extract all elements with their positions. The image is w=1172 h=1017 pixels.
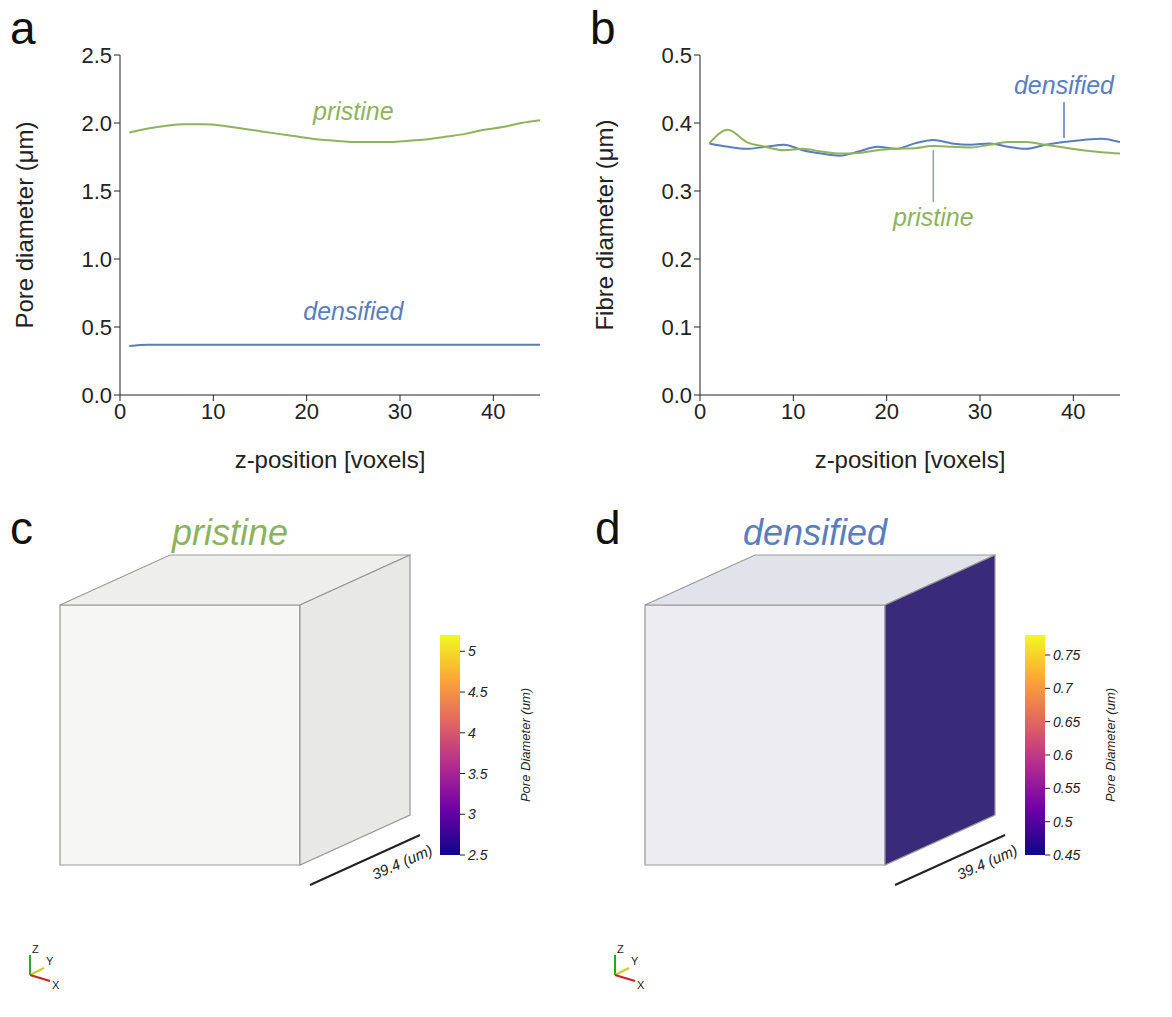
- svg-text:0.5: 0.5: [81, 315, 112, 340]
- svg-text:0.0: 0.0: [81, 383, 112, 408]
- svg-text:0.65: 0.65: [1053, 714, 1080, 730]
- svg-text:0.5: 0.5: [661, 43, 692, 68]
- svg-text:2.0: 2.0: [81, 111, 112, 136]
- svg-text:Z: Z: [32, 943, 39, 955]
- svg-text:0.5: 0.5: [1053, 814, 1073, 830]
- svg-text:3.5: 3.5: [468, 766, 488, 782]
- svg-text:0.7: 0.7: [1053, 680, 1074, 696]
- svg-text:0.0: 0.0: [661, 383, 692, 408]
- svg-text:40: 40: [1061, 399, 1085, 424]
- svg-text:40: 40: [481, 399, 505, 424]
- svg-text:0.45: 0.45: [1053, 847, 1080, 863]
- svg-text:20: 20: [874, 399, 898, 424]
- svg-text:densified: densified: [1014, 71, 1115, 99]
- svg-text:z-position [voxels]: z-position [voxels]: [235, 446, 426, 473]
- svg-text:X: X: [52, 979, 60, 991]
- svg-text:Z: Z: [617, 943, 624, 955]
- svg-text:Pore diameter (μm): Pore diameter (μm): [11, 121, 38, 328]
- svg-text:10: 10: [201, 399, 225, 424]
- svg-text:X: X: [637, 979, 645, 991]
- svg-text:0: 0: [114, 399, 126, 424]
- svg-text:Fibre diameter (μm): Fibre diameter (μm): [591, 119, 618, 330]
- svg-text:0.55: 0.55: [1053, 780, 1080, 796]
- svg-text:39.4 (um): 39.4 (um): [369, 841, 435, 883]
- svg-text:0: 0: [694, 399, 706, 424]
- svg-text:0.1: 0.1: [661, 315, 692, 340]
- html-text:b: b: [590, 2, 616, 54]
- svg-text:0.75: 0.75: [1053, 647, 1080, 663]
- svg-text:Y: Y: [631, 955, 639, 967]
- svg-text:1.0: 1.0: [81, 247, 112, 272]
- svg-text:20: 20: [294, 399, 318, 424]
- svg-text:10: 10: [781, 399, 805, 424]
- svg-text:3: 3: [468, 806, 476, 822]
- svg-text:0.4: 0.4: [661, 111, 692, 136]
- svg-text:2.5: 2.5: [467, 847, 488, 863]
- svg-text:30: 30: [388, 399, 412, 424]
- svg-text:39.4 (um): 39.4 (um): [954, 841, 1020, 883]
- svg-text:5: 5: [468, 643, 476, 659]
- svg-text:densified: densified: [303, 297, 404, 325]
- html-text:c: c: [10, 502, 33, 554]
- svg-text:Pore Diameter (um): Pore Diameter (um): [1103, 688, 1118, 802]
- svg-text:Y: Y: [46, 955, 54, 967]
- svg-text:1.5: 1.5: [81, 179, 112, 204]
- svg-text:0.3: 0.3: [661, 179, 692, 204]
- svg-text:z-position [voxels]: z-position [voxels]: [815, 446, 1006, 473]
- svg-text:4.5: 4.5: [468, 684, 488, 700]
- html-text:d: d: [595, 502, 621, 554]
- svg-text:pristine: pristine: [171, 512, 288, 553]
- svg-text:Pore Diameter (um): Pore Diameter (um): [518, 688, 533, 802]
- svg-text:2.5: 2.5: [81, 43, 112, 68]
- svg-text:30: 30: [968, 399, 992, 424]
- svg-text:0.2: 0.2: [661, 247, 692, 272]
- html-text:a: a: [10, 2, 36, 54]
- svg-text:pristine: pristine: [892, 203, 974, 231]
- svg-text:densified: densified: [743, 512, 888, 553]
- svg-text:pristine: pristine: [312, 97, 394, 125]
- svg-text:4: 4: [468, 725, 476, 741]
- svg-text:0.6: 0.6: [1053, 747, 1073, 763]
